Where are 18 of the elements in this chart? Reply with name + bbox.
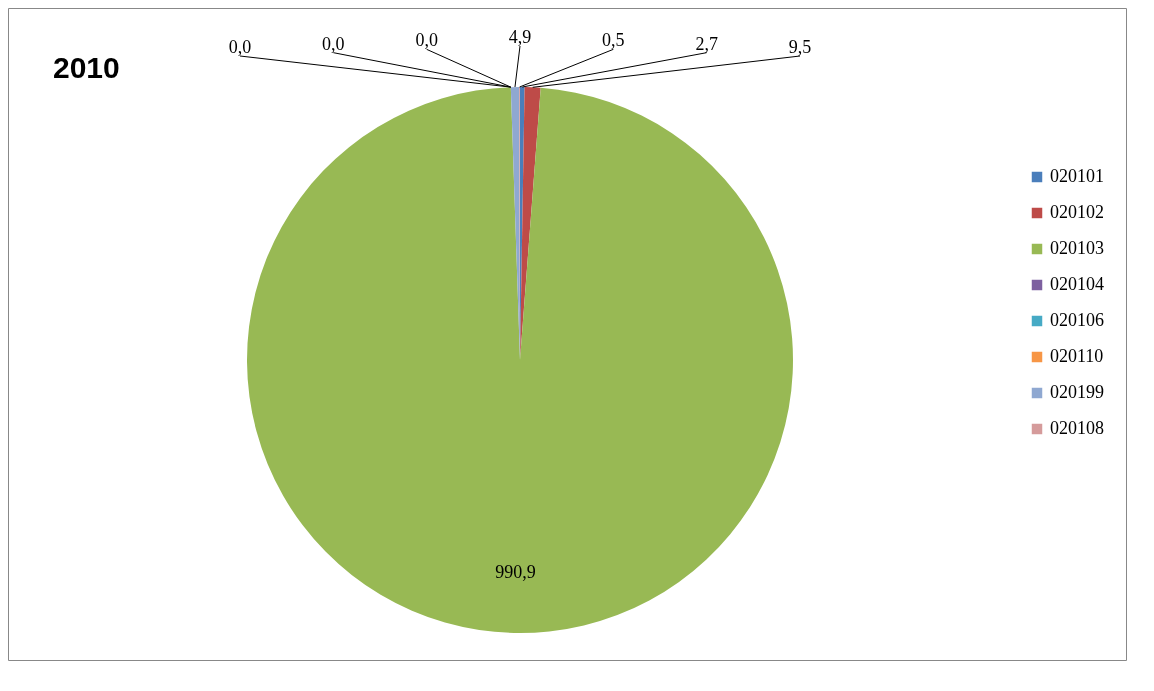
legend-label: 020103 bbox=[1050, 238, 1104, 258]
legend-label: 020110 bbox=[1050, 346, 1104, 366]
data-label: 9,5 bbox=[788, 37, 812, 57]
text: 0,0 bbox=[415, 30, 438, 51]
legend-label: 020199 bbox=[1050, 382, 1104, 402]
data-label: 4,9 bbox=[508, 27, 532, 47]
legend-label: 020101 bbox=[1050, 166, 1104, 186]
text: 0,0 bbox=[322, 33, 345, 54]
legend-label: 020106 bbox=[1050, 310, 1104, 330]
legend-label: 020102 bbox=[1050, 202, 1104, 222]
legend-label: 020104 bbox=[1050, 274, 1104, 294]
legend-label: 020108 bbox=[1050, 418, 1104, 438]
data-label: 0,5 bbox=[602, 30, 625, 51]
pie-slice bbox=[247, 87, 793, 633]
data-label: 2,7 bbox=[695, 33, 718, 54]
text: 0,0 bbox=[228, 37, 252, 57]
text: 2010 bbox=[53, 51, 120, 84]
data-label: 990,9 bbox=[495, 561, 536, 582]
